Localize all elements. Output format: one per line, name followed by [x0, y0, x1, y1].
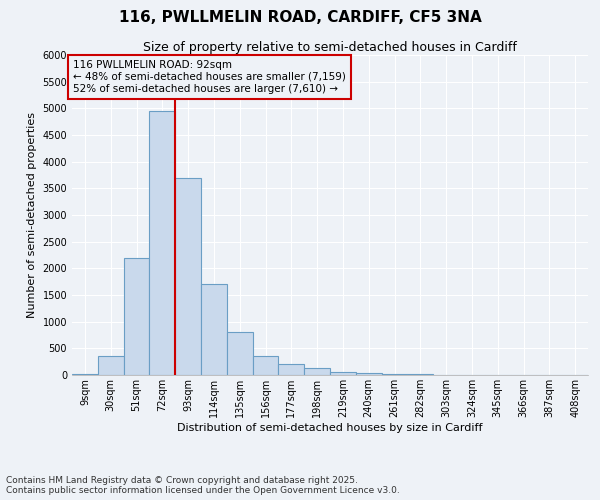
- Text: Contains HM Land Registry data © Crown copyright and database right 2025.
Contai: Contains HM Land Registry data © Crown c…: [6, 476, 400, 495]
- Bar: [149, 111, 175, 375]
- Bar: [98, 356, 124, 375]
- Bar: [330, 372, 356, 375]
- Bar: [72, 374, 98, 375]
- Bar: [382, 374, 407, 375]
- Text: 116 PWLLMELIN ROAD: 92sqm
← 48% of semi-detached houses are smaller (7,159)
52% : 116 PWLLMELIN ROAD: 92sqm ← 48% of semi-…: [73, 60, 346, 94]
- Bar: [356, 374, 382, 375]
- Text: 116, PWLLMELIN ROAD, CARDIFF, CF5 3NA: 116, PWLLMELIN ROAD, CARDIFF, CF5 3NA: [119, 10, 481, 25]
- Bar: [304, 368, 330, 375]
- Bar: [407, 374, 433, 375]
- Bar: [175, 178, 201, 375]
- X-axis label: Distribution of semi-detached houses by size in Cardiff: Distribution of semi-detached houses by …: [177, 422, 483, 432]
- Bar: [227, 332, 253, 375]
- Y-axis label: Number of semi-detached properties: Number of semi-detached properties: [27, 112, 37, 318]
- Bar: [124, 258, 149, 375]
- Bar: [278, 364, 304, 375]
- Title: Size of property relative to semi-detached houses in Cardiff: Size of property relative to semi-detach…: [143, 41, 517, 54]
- Bar: [201, 284, 227, 375]
- Bar: [253, 356, 278, 375]
